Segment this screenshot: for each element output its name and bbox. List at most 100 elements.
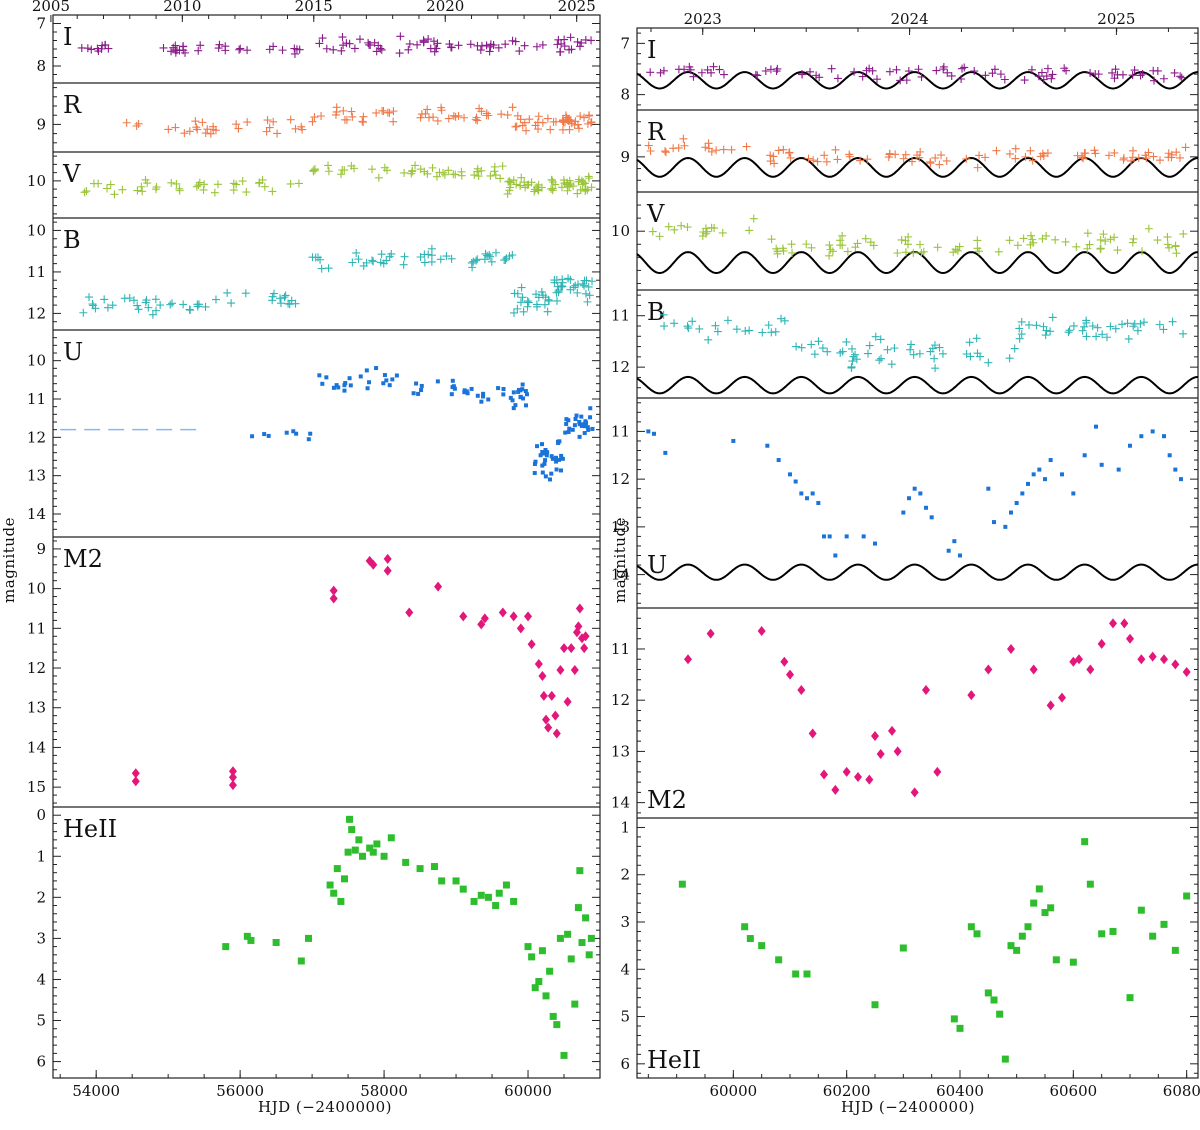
right-b-point: [1064, 328, 1073, 337]
right-i-point: [761, 66, 770, 75]
left-u-point: [331, 385, 336, 390]
left-v-point: [268, 187, 277, 196]
left-i-point: [473, 41, 482, 50]
left-heii-point: [344, 848, 352, 856]
right-r-point: [935, 160, 944, 169]
left-heii-point: [524, 943, 532, 951]
left-v-point: [199, 185, 208, 194]
right-b-point: [1118, 320, 1127, 329]
right-b-point: [1015, 324, 1024, 333]
right-v-point: [838, 231, 847, 240]
left-b-point: [185, 305, 194, 314]
right-i-point: [981, 71, 990, 80]
right-m2-point: [757, 626, 766, 637]
left-heii-point: [578, 939, 586, 946]
right-m2-point: [706, 628, 715, 639]
left-i-point: [560, 35, 569, 44]
left-b-point: [201, 302, 210, 311]
left-r-point: [576, 112, 585, 121]
left-m2-point: [538, 670, 547, 681]
left-v-point: [444, 166, 453, 175]
left-r-point: [472, 113, 481, 122]
left-u-point: [572, 423, 577, 428]
left-r-point: [389, 107, 398, 116]
right-u-point: [1026, 481, 1030, 486]
left-r-point: [460, 113, 469, 122]
left-v-point: [411, 161, 420, 170]
left-heii-point: [587, 934, 595, 942]
left-m2-point: [405, 607, 414, 618]
right-year-label: 2025: [1097, 10, 1135, 28]
right-b-point: [1168, 317, 1177, 326]
left-r-point: [269, 117, 278, 126]
left-r-point: [383, 108, 392, 117]
right-b-point: [1092, 332, 1101, 341]
left-u-point: [390, 377, 395, 382]
right-m2-point: [933, 766, 942, 777]
right-r-point: [674, 143, 683, 152]
left-b-point: [369, 257, 378, 266]
right-heii-point: [967, 923, 975, 931]
right-heii-point: [746, 935, 754, 943]
left-i-point: [377, 45, 386, 54]
right-heii-point: [973, 930, 981, 938]
left-b-point: [505, 252, 514, 261]
right-r-point: [1073, 151, 1082, 160]
left-v-point: [294, 179, 303, 188]
left-year-label: 2015: [295, 0, 333, 15]
left-u-point: [579, 414, 584, 419]
right-band-label-m2: M2: [647, 786, 687, 814]
right-b-point: [865, 341, 874, 350]
left-m2-point: [329, 585, 338, 596]
right-v-point: [1096, 244, 1105, 253]
right-u-point: [952, 539, 957, 544]
left-v-point: [432, 172, 441, 181]
right-i-point: [957, 74, 966, 83]
left-i-point: [329, 45, 338, 54]
left-u-point: [416, 391, 421, 396]
left-i-point: [171, 45, 180, 54]
left-y-tick-label: 5: [36, 1012, 46, 1030]
right-b-point: [1133, 326, 1142, 335]
left-u-point: [557, 457, 562, 462]
right-m2-point: [786, 669, 794, 680]
right-b-point: [1048, 313, 1057, 322]
left-y-tick-label: 11: [27, 619, 46, 637]
right-v-point: [1013, 241, 1022, 250]
left-v-point: [474, 172, 483, 181]
left-b-point: [166, 300, 175, 309]
left-i-point: [556, 47, 565, 56]
right-v-point: [773, 247, 782, 256]
left-i-point: [515, 47, 524, 56]
left-u-point: [521, 396, 526, 401]
left-panel-m2: 9 10 11 12 13 14 15 M2: [27, 536, 600, 804]
left-i-point: [235, 45, 244, 54]
right-u-point: [822, 534, 826, 539]
right-v-point: [1051, 235, 1060, 244]
left-x-tick-label: 56000: [216, 1082, 264, 1100]
left-b-point: [79, 308, 88, 317]
left-u-point: [384, 378, 389, 383]
left-m2-point: [509, 611, 518, 622]
right-r-point: [831, 145, 840, 154]
left-r-point: [171, 123, 180, 132]
left-b-point: [573, 288, 582, 297]
right-v-point: [802, 240, 811, 249]
left-v-point: [559, 176, 568, 185]
right-r-point: [1181, 143, 1190, 152]
left-r-point: [243, 118, 252, 127]
right-i-point: [904, 67, 913, 76]
right-i-point: [656, 68, 665, 77]
left-v-point: [143, 179, 152, 188]
right-m2-point: [865, 774, 874, 785]
left-heii-point: [564, 930, 572, 938]
right-i-point: [1111, 65, 1120, 74]
left-i-point: [486, 42, 495, 51]
left-u-point: [581, 422, 586, 427]
left-heii-point: [430, 863, 438, 871]
left-i-point: [196, 41, 205, 50]
right-v-point: [1083, 244, 1092, 253]
left-u-point: [543, 447, 548, 452]
left-r-point: [185, 127, 194, 136]
right-b-point: [875, 356, 884, 365]
